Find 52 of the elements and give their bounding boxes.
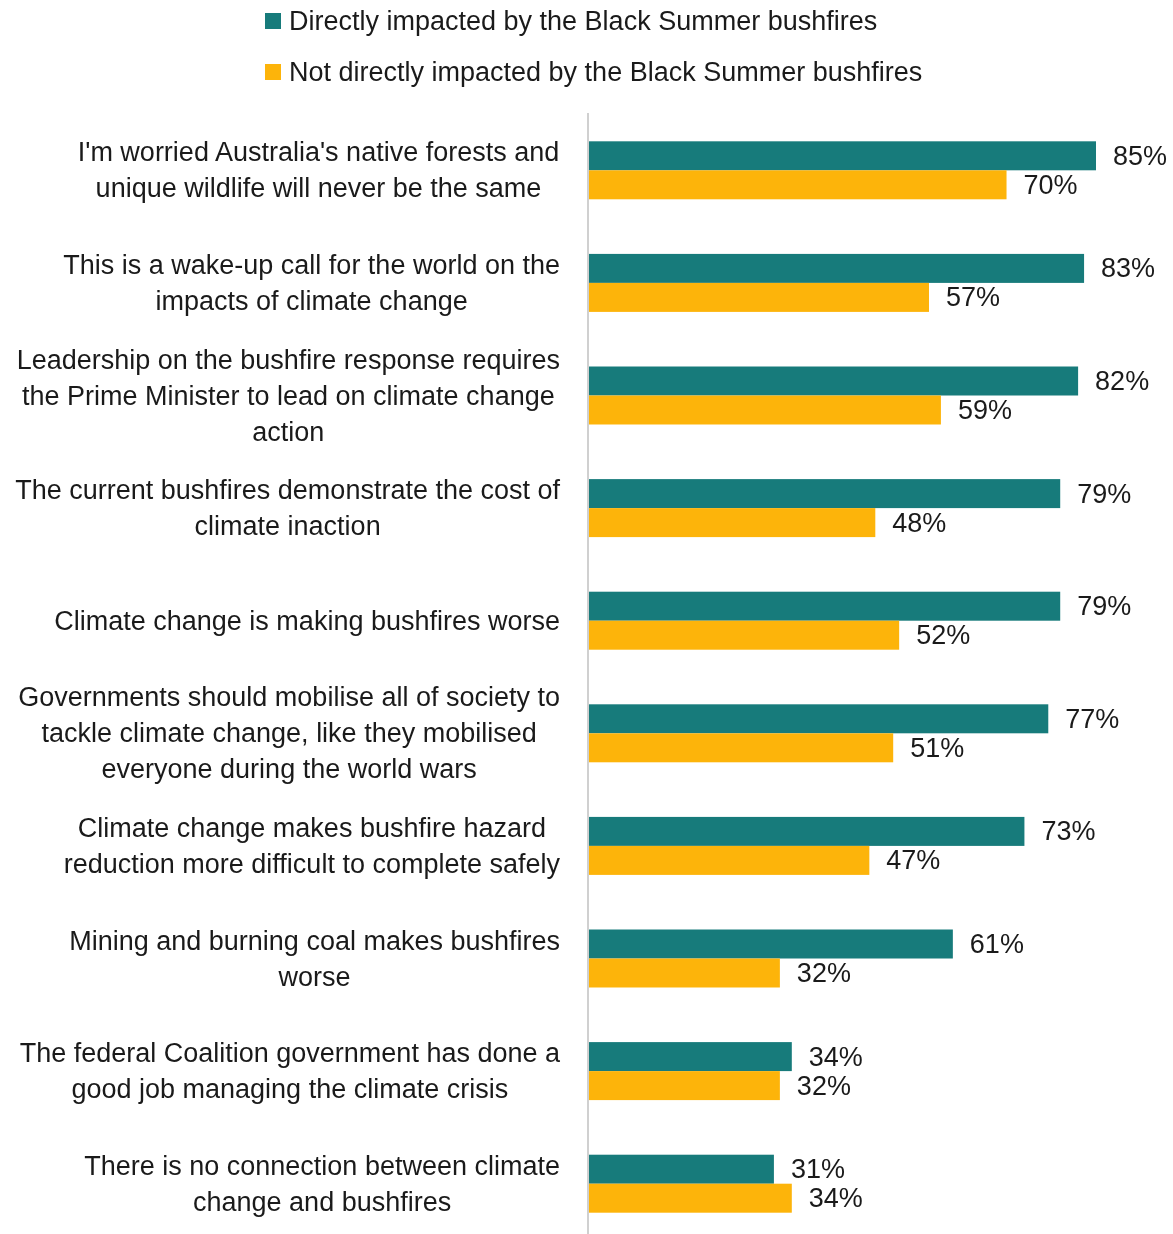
- data-label: 31%: [790, 1154, 845, 1185]
- data-label: 73%: [1041, 816, 1096, 847]
- data-label: 70%: [1023, 169, 1078, 200]
- data-label: 57%: [945, 282, 1001, 313]
- data-label: 48%: [892, 507, 947, 538]
- bar: [589, 816, 1025, 846]
- data-label: 79%: [1077, 591, 1132, 622]
- bar: [589, 508, 876, 538]
- legend-label: Directly impacted by the Black Summer bushfires: [289, 6, 878, 36]
- legend-label: Not directly impacted by the Black Summer bushfires: [289, 57, 923, 87]
- data-label: 47%: [886, 845, 941, 876]
- y-tick-label: This is a wake-up call for the world on the impacts of climate change: [63, 249, 560, 316]
- bar: [589, 395, 941, 425]
- y-tick-label: The federal Coalition government has done a good job managing the climate crisis: [19, 1038, 561, 1105]
- y-tick-label: I'm worried Australia's native forests and unique wildlife will never be the same: [77, 137, 560, 204]
- data-label: 34%: [808, 1183, 863, 1214]
- bar: [589, 1154, 774, 1184]
- bar: [589, 591, 1061, 621]
- y-tick-label: Governments should mobilise all of society to tackle climate change, like they mobilised everyone during the world wars: [18, 682, 561, 785]
- data-label: 34%: [808, 1041, 863, 1072]
- data-label: 77%: [1065, 703, 1120, 734]
- data-label: 32%: [796, 958, 851, 988]
- bar: [589, 958, 780, 988]
- y-tick-label: Leadership on the bushfire response requires the Prime Minister to lead on climate change action: [16, 344, 561, 447]
- bar: [589, 141, 1096, 171]
- bar: [589, 620, 900, 650]
- data-label: 83%: [1101, 253, 1156, 284]
- data-label: 52%: [916, 620, 971, 651]
- y-tick-label: Climate change makes bushfire hazard reduction more difficult to complete safely: [63, 812, 561, 879]
- data-label: 82%: [1095, 366, 1150, 396]
- bar: [589, 929, 953, 959]
- bar: [589, 1042, 792, 1072]
- bar: [589, 845, 870, 875]
- bar: [589, 479, 1061, 509]
- data-label: 59%: [957, 395, 1012, 425]
- bar: [589, 1071, 780, 1101]
- y-tick-label: Climate change is making bushfires worse: [54, 605, 561, 636]
- bar: [589, 704, 1049, 734]
- bar: [589, 170, 1007, 200]
- bar: [589, 366, 1079, 396]
- data-label: 51%: [910, 732, 965, 763]
- bar: [589, 1183, 792, 1213]
- data-label: 32%: [796, 1070, 851, 1101]
- bar: [589, 733, 894, 763]
- y-tick-label: There is no connection between climate change and bushfires: [84, 1150, 561, 1217]
- bar: [589, 282, 929, 312]
- data-label: 61%: [969, 929, 1024, 959]
- data-label: 85%: [1113, 140, 1168, 171]
- bar: [589, 253, 1085, 283]
- y-tick-label: The current bushfires demonstrate the cost of climate inaction: [15, 475, 561, 542]
- y-tick-label: Mining and burning coal makes bushfires worse: [69, 925, 560, 992]
- data-label: 79%: [1077, 478, 1132, 509]
